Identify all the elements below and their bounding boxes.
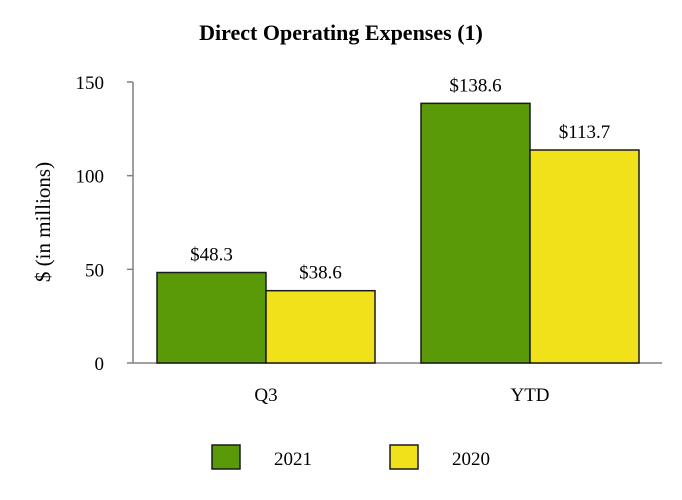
bar-2021-Q3: [156, 271, 267, 364]
bar-2020-Q3: [265, 289, 376, 364]
y-tick-label: 0: [95, 354, 105, 375]
legend: 2021 2020: [211, 444, 490, 470]
data-label: $138.6: [449, 75, 501, 96]
plot-area: 0 50 100 150 $48.3 $38.6 Q3 $138.6 $113.7 YTD: [76, 73, 662, 406]
legend-swatch-2021: [211, 444, 241, 470]
y-axis-label: $ (in millions): [31, 162, 55, 282]
data-label: $48.3: [190, 245, 233, 266]
y-tick-label: 150: [76, 73, 105, 94]
legend-swatch-2020: [389, 444, 419, 470]
legend-label: 2021: [274, 449, 312, 470]
y-tick-label: 100: [76, 167, 105, 188]
y-tick-label: 50: [85, 260, 104, 281]
x-tick-label: Q3: [254, 385, 277, 406]
data-label: $113.7: [559, 122, 611, 143]
x-tick-label: YTD: [510, 385, 549, 406]
bar-2020-YTD: [529, 149, 640, 364]
bar-2021-YTD: [420, 102, 531, 364]
data-label: $38.6: [299, 263, 342, 284]
legend-label: 2020: [452, 449, 490, 470]
chart-title: Direct Operating Expenses (1): [199, 20, 483, 45]
